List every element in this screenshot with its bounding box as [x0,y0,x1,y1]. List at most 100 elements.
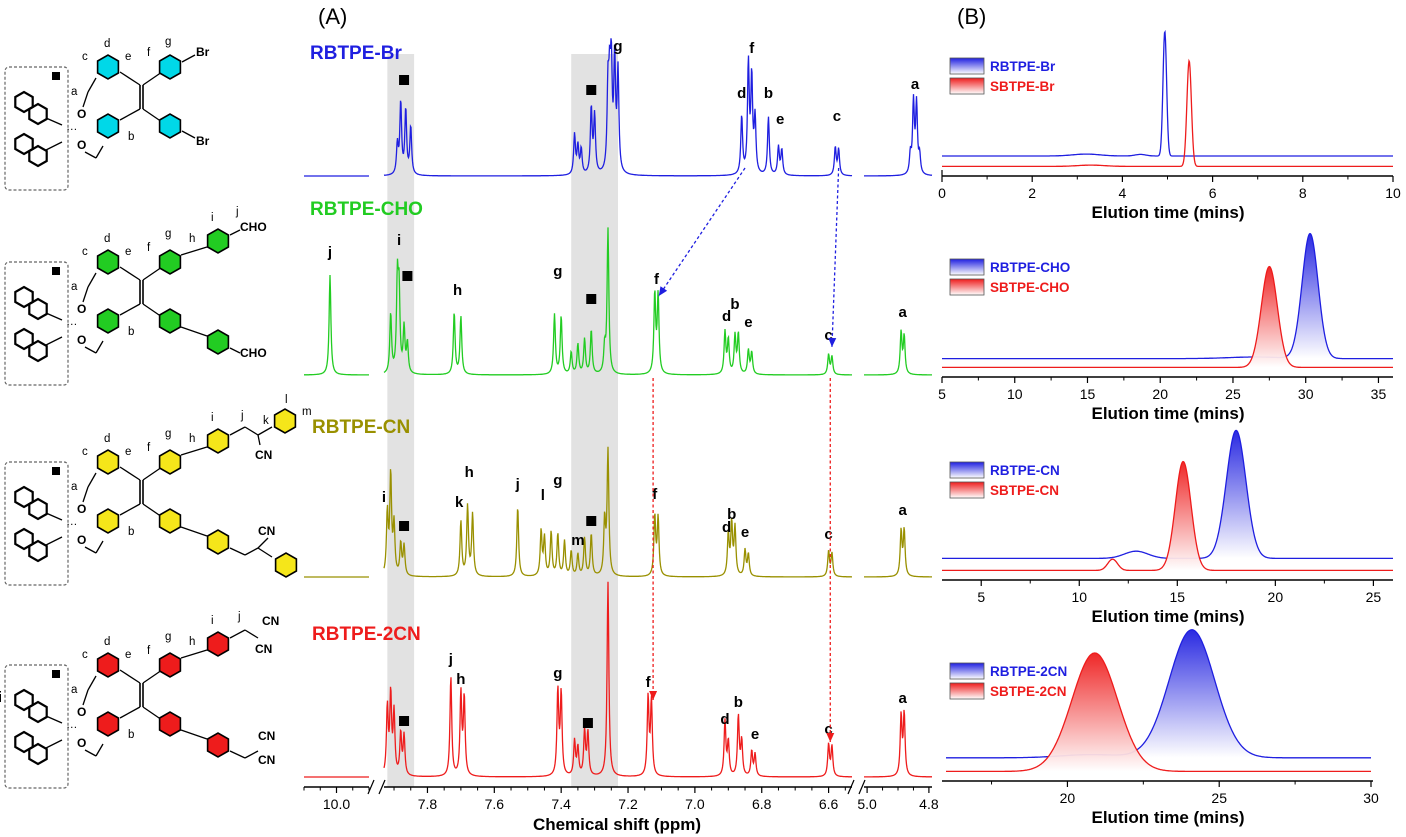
atom-label: b [128,131,134,143]
atom-label: CHO [240,220,267,234]
solvent-marker [586,516,597,526]
x-tick-label: 4.8 [919,796,939,812]
atom-label: i [211,212,214,224]
aromatic-ring [206,732,230,758]
atom-label: i [211,615,214,627]
bond [45,312,63,321]
x-tick-label: 7.8 [418,796,438,812]
bond [180,446,208,456]
peak-label: j [448,651,453,668]
peak-label: e [741,524,749,541]
atom-label: j [237,611,241,623]
bond [82,91,89,108]
naphthyl-ring [14,730,34,754]
trace-SBTPE-CN [942,460,1393,572]
peak-label: f [749,40,755,57]
atom-label: d [104,433,110,445]
atom-label: Br [196,134,210,148]
spectrum-line [864,709,932,778]
peak-label: f [654,271,660,288]
x-tick-label: 15 [1170,589,1186,605]
atom-label: CN [255,642,272,656]
peak-label: g [553,263,562,280]
atom-label: O [77,138,86,152]
naphthyl-ring [14,90,34,114]
bond [84,546,97,554]
bond [229,347,241,354]
peak-label: f [652,486,658,503]
atom-label: b [128,526,134,538]
peak-label: d [722,519,731,536]
spectrum-line [383,581,852,778]
bond [142,669,163,684]
chiral-marker [52,467,60,475]
naphthyl-ring [14,132,34,156]
atom-label: O [77,502,86,516]
legend-swatch [949,662,985,680]
naphthyl-ring [14,485,34,509]
x-tick-label: 10 [1071,589,1087,605]
peak-fill [1160,461,1207,571]
x-axis-title: Elution time (mins) [1092,607,1245,626]
bond [119,108,141,121]
atom-label: CN [258,524,275,538]
peak-label: b [730,296,739,313]
atom-label: g [165,631,171,643]
aromatic-ring [273,408,297,434]
nmr-spectra-panel: 10.0 7.8 7.6 7.4 7.2 7.0 6.8 6.6 5.0 4.8 Chemical … [0,38,939,834]
bond [257,426,273,436]
naphthyl-ring [28,497,48,521]
legend-swatch [949,682,985,700]
x-tick-label: 6.6 [819,796,839,812]
peak-label: g [613,38,622,55]
solvent-marker [586,294,597,304]
atom-label: d [104,636,110,648]
atom-label: a [71,481,78,493]
spectrum-RBTPE-Br: RBTPE-Br g d f be c a [304,38,933,177]
bond [257,537,269,549]
legend-label: SBTPE-Br [990,79,1055,94]
atom-label: … [66,516,78,528]
aromatic-ring [206,228,230,254]
legend-label: RBTPE-2CN [990,664,1067,679]
peak-label: b [734,694,743,711]
aromatic-ring [158,113,182,139]
legend-swatch [949,258,985,276]
chromatogram-2: 5 10 15 20 25 30 35 Elution time (mins) RBTPE-CH… [938,232,1393,423]
peak-label: i [397,232,401,249]
spectrum-RBTPE-2CN: RBTPE-2CNijhgfdbeca [0,581,932,778]
peak-label: i [0,689,2,706]
atom-label: l [285,394,288,406]
peak-label: d [722,308,731,325]
bond [82,486,89,503]
atom-label: g [165,428,171,440]
atom-label: d [104,233,110,245]
legend-label: SBTPE-CHO [990,280,1070,295]
peak-label: a [911,76,920,93]
aromatic-ring [158,249,182,275]
x-tick-label: 30 [1363,790,1379,806]
series-name: RBTPE-CHO [310,199,423,220]
atom-label: CN [255,448,272,462]
axis-break-mark [847,779,855,795]
aromatic-ring [96,308,120,334]
bond [119,706,141,719]
spectrum-line [864,329,932,376]
atom-label: b [128,326,134,338]
bond [84,346,97,354]
bond [45,336,63,346]
series-name: RBTPE-Br [310,43,402,64]
naphthyl-ring [28,700,48,724]
x-tick-label: 20 [1152,386,1168,402]
x-tick-label: 0 [938,185,946,201]
bond [45,117,63,126]
x-tick-label: 5.0 [857,796,877,812]
trace-RBTPE-Br [942,29,1393,157]
aromatic-ring [158,54,182,80]
assignment-arrow-head [828,337,837,347]
peak-label: e [776,111,784,128]
